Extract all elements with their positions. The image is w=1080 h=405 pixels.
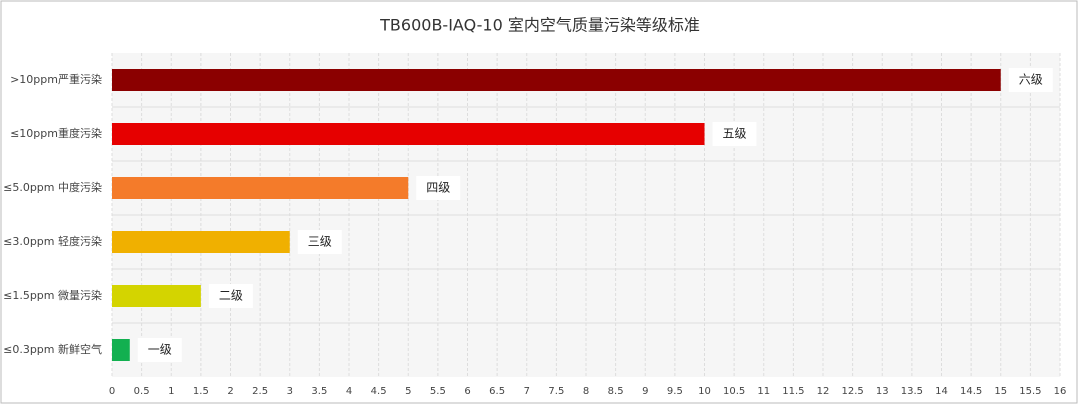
x-tick-label: 9.5 [667, 386, 683, 397]
bar [112, 69, 1001, 91]
x-tick-label: 13.5 [901, 386, 923, 397]
bar-label: 六级 [1019, 73, 1043, 87]
x-tick-label: 12 [817, 386, 830, 397]
x-tick-label: 1 [168, 386, 174, 397]
bar-label-box [208, 284, 253, 308]
x-tick-label: 12.5 [841, 386, 863, 397]
x-tick-label: 14 [935, 386, 948, 397]
x-tick-label: 15.5 [1019, 386, 1041, 397]
x-tick-label: 3.5 [311, 386, 327, 397]
x-tick-label: 3 [287, 386, 293, 397]
x-tick-label: 13 [876, 386, 889, 397]
x-tick-label: 0 [109, 386, 115, 397]
x-tick-label: 2.5 [252, 386, 268, 397]
x-tick-label: 14.5 [960, 386, 982, 397]
y-tick-label: >10ppm严重污染 [10, 72, 102, 86]
bar [112, 285, 201, 307]
bar-label: 二级 [219, 289, 243, 303]
x-tick-label: 6 [464, 386, 470, 397]
y-tick-label: ≤1.5ppm 微量污染 [3, 288, 102, 302]
bar-label-box [416, 176, 461, 200]
x-tick-label: 5 [405, 386, 411, 397]
bar [112, 339, 130, 361]
x-tick-label: 1.5 [193, 386, 209, 397]
x-tick-label: 7.5 [548, 386, 564, 397]
x-tick-label: 10.5 [723, 386, 745, 397]
x-tick-label: 7 [524, 386, 530, 397]
x-tick-label: 8.5 [608, 386, 624, 397]
x-tick-label: 15 [994, 386, 1007, 397]
x-tick-label: 0.5 [134, 386, 150, 397]
chart-title: TB600B-IAQ-10 室内空气质量污染等级标准 [379, 16, 700, 35]
bar-label-box [137, 338, 182, 362]
x-tick-label: 11.5 [782, 386, 804, 397]
y-tick-label: ≤10ppm重度污染 [10, 126, 102, 140]
x-tick-label: 2 [227, 386, 233, 397]
x-tick-label: 9 [642, 386, 648, 397]
bar-label-box [712, 122, 757, 146]
x-tick-label: 10 [698, 386, 711, 397]
bar-label: 五级 [722, 127, 746, 141]
bar-label: 三级 [308, 235, 332, 249]
x-tick-label: 4.5 [371, 386, 387, 397]
y-tick-label: ≤5.0ppm 中度污染 [3, 180, 102, 194]
bar [112, 231, 290, 253]
bar [112, 123, 705, 145]
y-tick-label: ≤3.0ppm 轻度污染 [3, 234, 102, 248]
x-tick-label: 5.5 [430, 386, 446, 397]
x-tick-label: 16 [1054, 386, 1067, 397]
y-tick-label: ≤0.3ppm 新鲜空气 [3, 342, 102, 356]
x-tick-label: 4 [346, 386, 352, 397]
bar-label: 四级 [426, 181, 450, 195]
bar-label-box [1008, 68, 1053, 92]
bar-label-box [297, 230, 342, 254]
x-tick-label: 11 [757, 386, 770, 397]
bar-label: 一级 [148, 343, 172, 357]
x-tick-label: 6.5 [489, 386, 505, 397]
bar [112, 177, 409, 199]
x-tick-label: 8 [583, 386, 589, 397]
